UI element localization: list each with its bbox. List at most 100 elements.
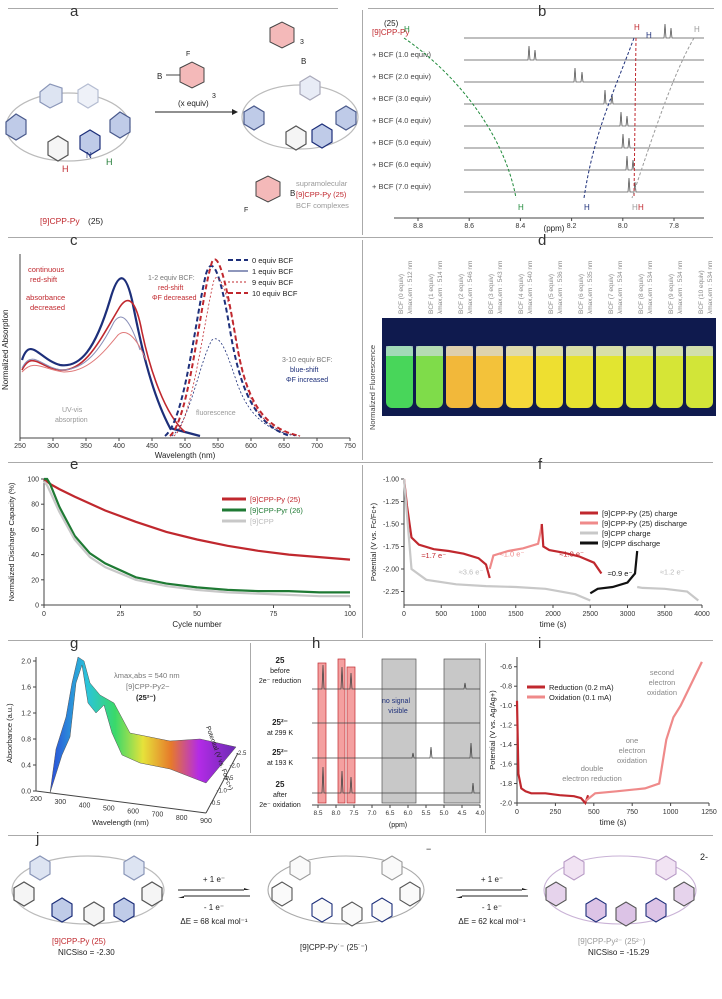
compound-number: (25) (88, 216, 103, 226)
nmr-trace (464, 111, 704, 127)
annotation: absorbance (26, 293, 65, 302)
vial-lambda: λmax,em : 534 nm (707, 260, 714, 314)
annotation: one (626, 736, 639, 745)
fl-curve-10-equiv (169, 258, 301, 437)
x-tick-label: 2500 (582, 611, 598, 618)
row-title: 25²⁻ (272, 748, 288, 757)
legend-item: Reduction (0.2 mA) (549, 683, 614, 692)
equiv-label: (x equiv) (178, 99, 209, 108)
electron-count: ≈1.7 e⁻ (421, 551, 446, 560)
vial-lambda: λmax,em : 534 nm (647, 260, 654, 314)
panel-label-d: d (538, 232, 547, 249)
vial-label: BCF (4 equiv) (518, 273, 525, 314)
x-tick-label: 550 (212, 443, 224, 450)
vial (506, 346, 533, 408)
y-axis-label: Normalized Absorption (1, 310, 10, 390)
vial (416, 346, 443, 408)
panel-g-3d-spectra: Absorbance (a.u.) Wavelength (nm) Potent… (5, 656, 247, 827)
series-line (402, 478, 491, 579)
row-title: 25²⁻ (272, 718, 288, 727)
legend-item: 0 equiv BCF (252, 256, 294, 265)
vial-lambda: λmax,em : 540 nm (527, 260, 534, 314)
x-tick-label: 650 (278, 443, 290, 450)
annotation: double (581, 764, 604, 773)
vial-label: BCF (0 equiv) (398, 273, 405, 314)
annotation: electron reduction (562, 774, 622, 783)
x-tick-label: 2000 (545, 611, 561, 618)
x-tick-label: 8.0 (618, 223, 628, 230)
row-subtitle: after (273, 792, 288, 799)
annotation: fluorescence (196, 410, 236, 417)
nmr-trace (464, 155, 704, 171)
x-axis-label: Wavelength (nm) (92, 818, 149, 827)
vial-lambda: λmax,em : 534 nm (677, 260, 684, 314)
divider (250, 643, 251, 833)
boron-label: B (301, 57, 306, 66)
arrow-label: - 1 e⁻ (482, 903, 502, 912)
fl-curve-9-equiv (173, 277, 301, 437)
vial-lambda: λmax,em : 536 nm (557, 260, 564, 314)
boron-label: B (290, 189, 295, 198)
complex-caption: supramolecular (296, 179, 348, 188)
x-tick-label: 8.2 (567, 223, 577, 230)
legend-item: [9]CPP (250, 517, 274, 526)
vial (656, 346, 683, 408)
y-tick-label: -1.75 (383, 544, 399, 551)
x-tick-label: 500 (179, 443, 191, 450)
nics-value: NICSiso = -15.29 (588, 948, 650, 957)
boron-label: B (157, 72, 162, 81)
annotation: 3-10 equiv BCF: (282, 357, 333, 364)
legend: 0 equiv BCF 1 equiv BCF 9 equiv BCF 10 e… (228, 256, 298, 298)
repeat-subscript: 3 (212, 93, 216, 100)
x-tick-label: 3500 (657, 611, 673, 618)
y-tick-label: 0.4 (21, 763, 31, 770)
vial (536, 346, 563, 408)
legend-item: 10 equiv BCF (252, 289, 298, 298)
panel-f-potential-chart: 0 500 1000 1500 2000 2500 3000 3500 4000 -1.00 -1.… (369, 477, 710, 630)
cpp-py-neutral (11, 855, 165, 927)
x-tick-label: 500 (103, 805, 115, 812)
y-tick-label: -1.25 (383, 499, 399, 506)
vial-photo (382, 318, 716, 416)
annotation: ΦF decreased (152, 295, 197, 302)
bcf-complex-top (269, 21, 295, 49)
h-label: H (62, 164, 69, 174)
y-axis-label: Normalized Fluorescence (368, 344, 377, 430)
annotation: electron (619, 746, 646, 755)
x-axis-label: (ppm) (389, 822, 407, 829)
z-tick-label: -1.0 (217, 789, 228, 795)
panel-label-e: e (70, 456, 79, 473)
trace-header: (25) (384, 19, 399, 28)
x-tick-label: 8.4 (516, 223, 526, 230)
electron-count: ≈3.6 e⁻ (459, 567, 484, 576)
x-tick-label: 5.5 (421, 810, 430, 817)
peak-label: H (584, 203, 590, 212)
z-tick-label: -2.5 (236, 751, 247, 757)
panel-label-f: f (538, 456, 543, 473)
fl-curve-0-equiv (164, 264, 291, 437)
x-tick-label: 50 (193, 611, 201, 618)
vial (596, 346, 623, 408)
y-tick-label: 0.8 (21, 737, 31, 744)
x-tick-label: 600 (245, 443, 257, 450)
y-tick-label: 0.0 (21, 789, 31, 796)
z-tick-label: -0.5 (210, 801, 221, 807)
y-tick-label: 1.2 (21, 711, 31, 718)
divider (8, 835, 713, 836)
x-tick-label: 1250 (701, 809, 717, 816)
y-tick-label: -1.8 (500, 781, 512, 788)
compound-label: [9]CPP-Py (40, 216, 80, 226)
vial-label: BCF (6 equiv) (578, 273, 585, 314)
panel-j-scheme: [9]CPP-Py (25) NICSiso = -2.30 + 1 e⁻ - … (11, 844, 708, 957)
trace-header: [9]CPP-Py (372, 28, 409, 37)
annotation: 1-2 equiv BCF: (148, 275, 195, 282)
charge: 2- (700, 852, 708, 862)
x-axis-label: Wavelength (nm) (155, 451, 216, 460)
highlight-regions (317, 658, 481, 804)
row-subtitle: at 193 K (267, 760, 293, 767)
trace-label: + BCF (6.0 equiv) (372, 160, 431, 169)
shift-guide-blue (583, 37, 635, 199)
x-tick-label: 1500 (508, 611, 524, 618)
legend-item: [9]CPP-Py (25) discharge (602, 519, 687, 528)
electron-count: ≈0.9 e⁻ (608, 569, 633, 578)
